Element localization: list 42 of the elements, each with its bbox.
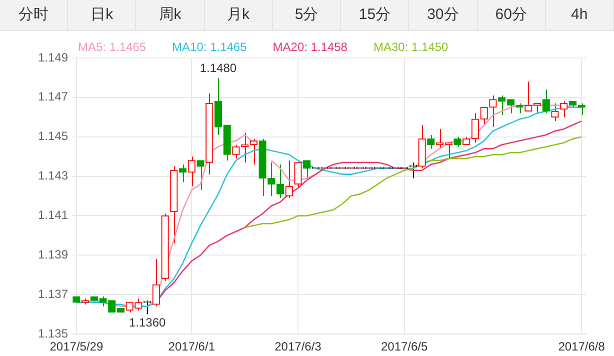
- annotation: 1.1360: [128, 316, 166, 330]
- y-tick-label: 1.149: [38, 50, 68, 64]
- x-tick-label: 2017/6/1: [168, 340, 216, 354]
- text: 60分: [478, 0, 546, 30]
- text: 分时: [0, 0, 68, 30]
- y-tick-label: 1.137: [38, 286, 68, 301]
- text: MA10: 1.1465: [172, 40, 247, 54]
- x-tick-label: 2017/6/8: [558, 340, 606, 354]
- x-tick-label: 2017/6/5: [380, 340, 428, 354]
- x-tick-label: 2017/6/3: [274, 340, 322, 354]
- y-tick-label: 1.141: [38, 208, 68, 222]
- text: 周k: [136, 0, 205, 30]
- text: 15分: [341, 0, 410, 30]
- y-tick-label: 1.147: [38, 90, 68, 104]
- candlestick: [99, 296, 107, 307]
- candlestick: [489, 94, 497, 128]
- annotation: 1.1480: [200, 61, 237, 76]
- y-tick-label: 1.139: [38, 247, 68, 262]
- candlestick: [178, 164, 187, 183]
- text: 月k: [204, 0, 273, 30]
- candlestick: [144, 300, 152, 315]
- text: 4h: [546, 0, 614, 30]
- candlestick: [152, 258, 160, 307]
- candlestick: [294, 162, 302, 189]
- candlestick: [188, 156, 196, 187]
- text: 日k: [68, 0, 136, 30]
- text: MA5: 1.1465: [78, 40, 146, 54]
- text: 30分: [409, 0, 478, 30]
- text: MA30: 1.1450: [373, 40, 448, 54]
- y-tick-label: 1.135: [38, 326, 68, 340]
- x-tick-label: 2017/5/29: [50, 340, 104, 354]
- text: MA20: 1.1458: [272, 40, 348, 54]
- candlestick: [560, 100, 568, 118]
- y-tick-label: 1.143: [38, 168, 68, 183]
- candlestick: [409, 162, 418, 179]
- y-tick-label: 1.145: [38, 129, 68, 144]
- candlestick: [134, 298, 142, 311]
- candlestick: [551, 102, 559, 122]
- text: 5分: [272, 0, 342, 30]
- candlestick: [427, 134, 435, 150]
- candlestick: [196, 160, 204, 191]
- candlestick: [285, 160, 293, 198]
